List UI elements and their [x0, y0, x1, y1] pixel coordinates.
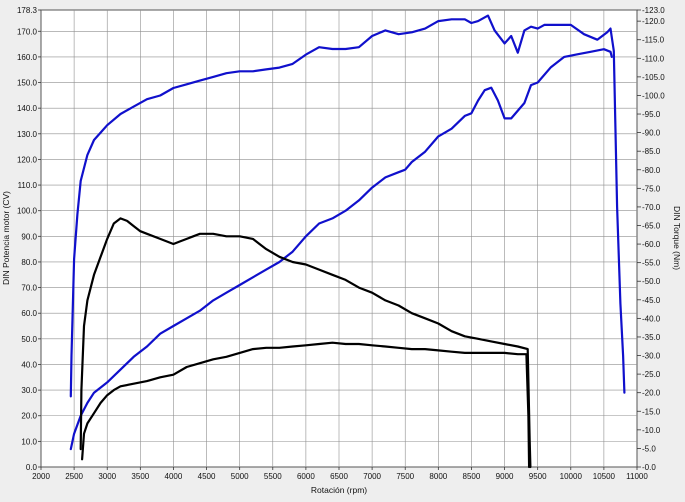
right-tick-label: -120.0	[642, 17, 665, 26]
series-line-4	[80, 341, 531, 469]
right-tick-label: -30.0	[642, 352, 661, 361]
right-tick-label: -80.0	[642, 166, 661, 175]
right-tick-label: -35.0	[642, 333, 661, 342]
right-tick-label: -75.0	[642, 184, 661, 193]
right-axis-ticks: -0.0 -5.0 -10.0 -15.0 -20.0 -25.0 -30.0 -35.0 -4…	[637, 6, 665, 472]
left-axis-title: DIN Potencia motor (CV)	[1, 191, 11, 285]
x-tick-label: 2500	[65, 472, 83, 481]
x-tick-label: 4000	[165, 472, 183, 481]
right-tick-label: -15.0	[642, 407, 661, 416]
x-tick-label: 5500	[264, 472, 282, 481]
right-tick-label: -115.0	[642, 36, 665, 45]
x-tick-label: 11000	[626, 472, 648, 481]
right-tick-label: -60.0	[642, 240, 661, 249]
x-tick-label: 10500	[593, 472, 616, 481]
right-tick-label: -70.0	[642, 203, 661, 212]
left-tick-label: 90.0	[21, 232, 37, 241]
series-lines	[69, 14, 626, 469]
left-tick-label: 20.0	[21, 412, 37, 421]
x-tick-label: 2000	[32, 472, 50, 481]
left-tick-label: 50.0	[21, 335, 37, 344]
right-tick-label: -55.0	[642, 259, 661, 268]
left-tick-label: 30.0	[21, 386, 37, 395]
x-tick-label: 8500	[463, 472, 481, 481]
x-tick-label: 3000	[98, 472, 116, 481]
x-tick-label: 4500	[198, 472, 216, 481]
left-tick-label: 40.0	[21, 360, 37, 369]
right-tick-label: -45.0	[642, 296, 661, 305]
left-tick-label: 70.0	[21, 284, 37, 293]
x-axis-title: Rotación (rpm)	[311, 485, 367, 495]
x-tick-label: 5000	[231, 472, 249, 481]
right-tick-label: -10.0	[642, 426, 661, 435]
right-tick-label: -110.0	[642, 54, 665, 63]
right-tick-label: -90.0	[642, 129, 661, 138]
left-tick-label: 140.0	[17, 104, 38, 113]
series-line-1	[69, 14, 626, 398]
right-tick-label: -0.0	[642, 463, 656, 472]
left-tick-label: 10.0	[21, 437, 37, 446]
right-tick-label: -85.0	[642, 147, 661, 156]
left-tick-label: 120.0	[17, 155, 38, 164]
x-tick-label: 7000	[363, 472, 381, 481]
right-tick-label: -20.0	[642, 389, 661, 398]
x-tick-label: 8000	[429, 472, 447, 481]
left-tick-label: 170.0	[17, 27, 38, 36]
left-tick-label: 100.0	[17, 207, 38, 216]
left-tick-label: 110.0	[18, 181, 38, 190]
right-tick-label: -105.0	[642, 73, 665, 82]
x-tick-label: 9500	[529, 472, 547, 481]
right-tick-label: -100.0	[642, 91, 665, 100]
x-tick-label: 6000	[297, 472, 315, 481]
right-tick-label: -50.0	[642, 277, 661, 286]
x-tick-label: 9000	[496, 472, 514, 481]
x-axis-ticks: 2000 2500 3000 3500 4000 4500 5000 5500 6000 6500…	[32, 467, 648, 481]
left-tick-label: 160.0	[17, 53, 38, 62]
left-tick-label: 130.0	[17, 130, 38, 139]
right-tick-label: -40.0	[642, 314, 661, 323]
right-tick-label: -95.0	[642, 110, 661, 119]
right-axis-title: DIN Torque (Nm)	[672, 206, 682, 270]
left-tick-label: 0.0	[26, 463, 38, 472]
x-tick-label: 7500	[396, 472, 414, 481]
x-tick-label: 10000	[560, 472, 583, 481]
left-tick-label: 80.0	[21, 258, 37, 267]
grid-lines	[41, 10, 637, 467]
left-axis-ticks: 0.0 10.0 20.0 30.0 40.0 50.0 60.0 70.0 80.0 90.0 1…	[17, 6, 41, 472]
right-tick-label: -65.0	[642, 221, 661, 230]
left-tick-label: 60.0	[21, 309, 37, 318]
left-tick-label: 178.3	[17, 6, 38, 15]
x-tick-label: 6500	[330, 472, 348, 481]
x-tick-label: 3500	[131, 472, 149, 481]
series-line-2	[69, 48, 613, 451]
right-tick-label: -123.0	[642, 6, 665, 15]
right-tick-label: -5.0	[642, 444, 656, 453]
left-tick-label: 150.0	[17, 79, 38, 88]
series-line-3	[79, 217, 532, 469]
right-tick-label: -25.0	[642, 370, 661, 379]
